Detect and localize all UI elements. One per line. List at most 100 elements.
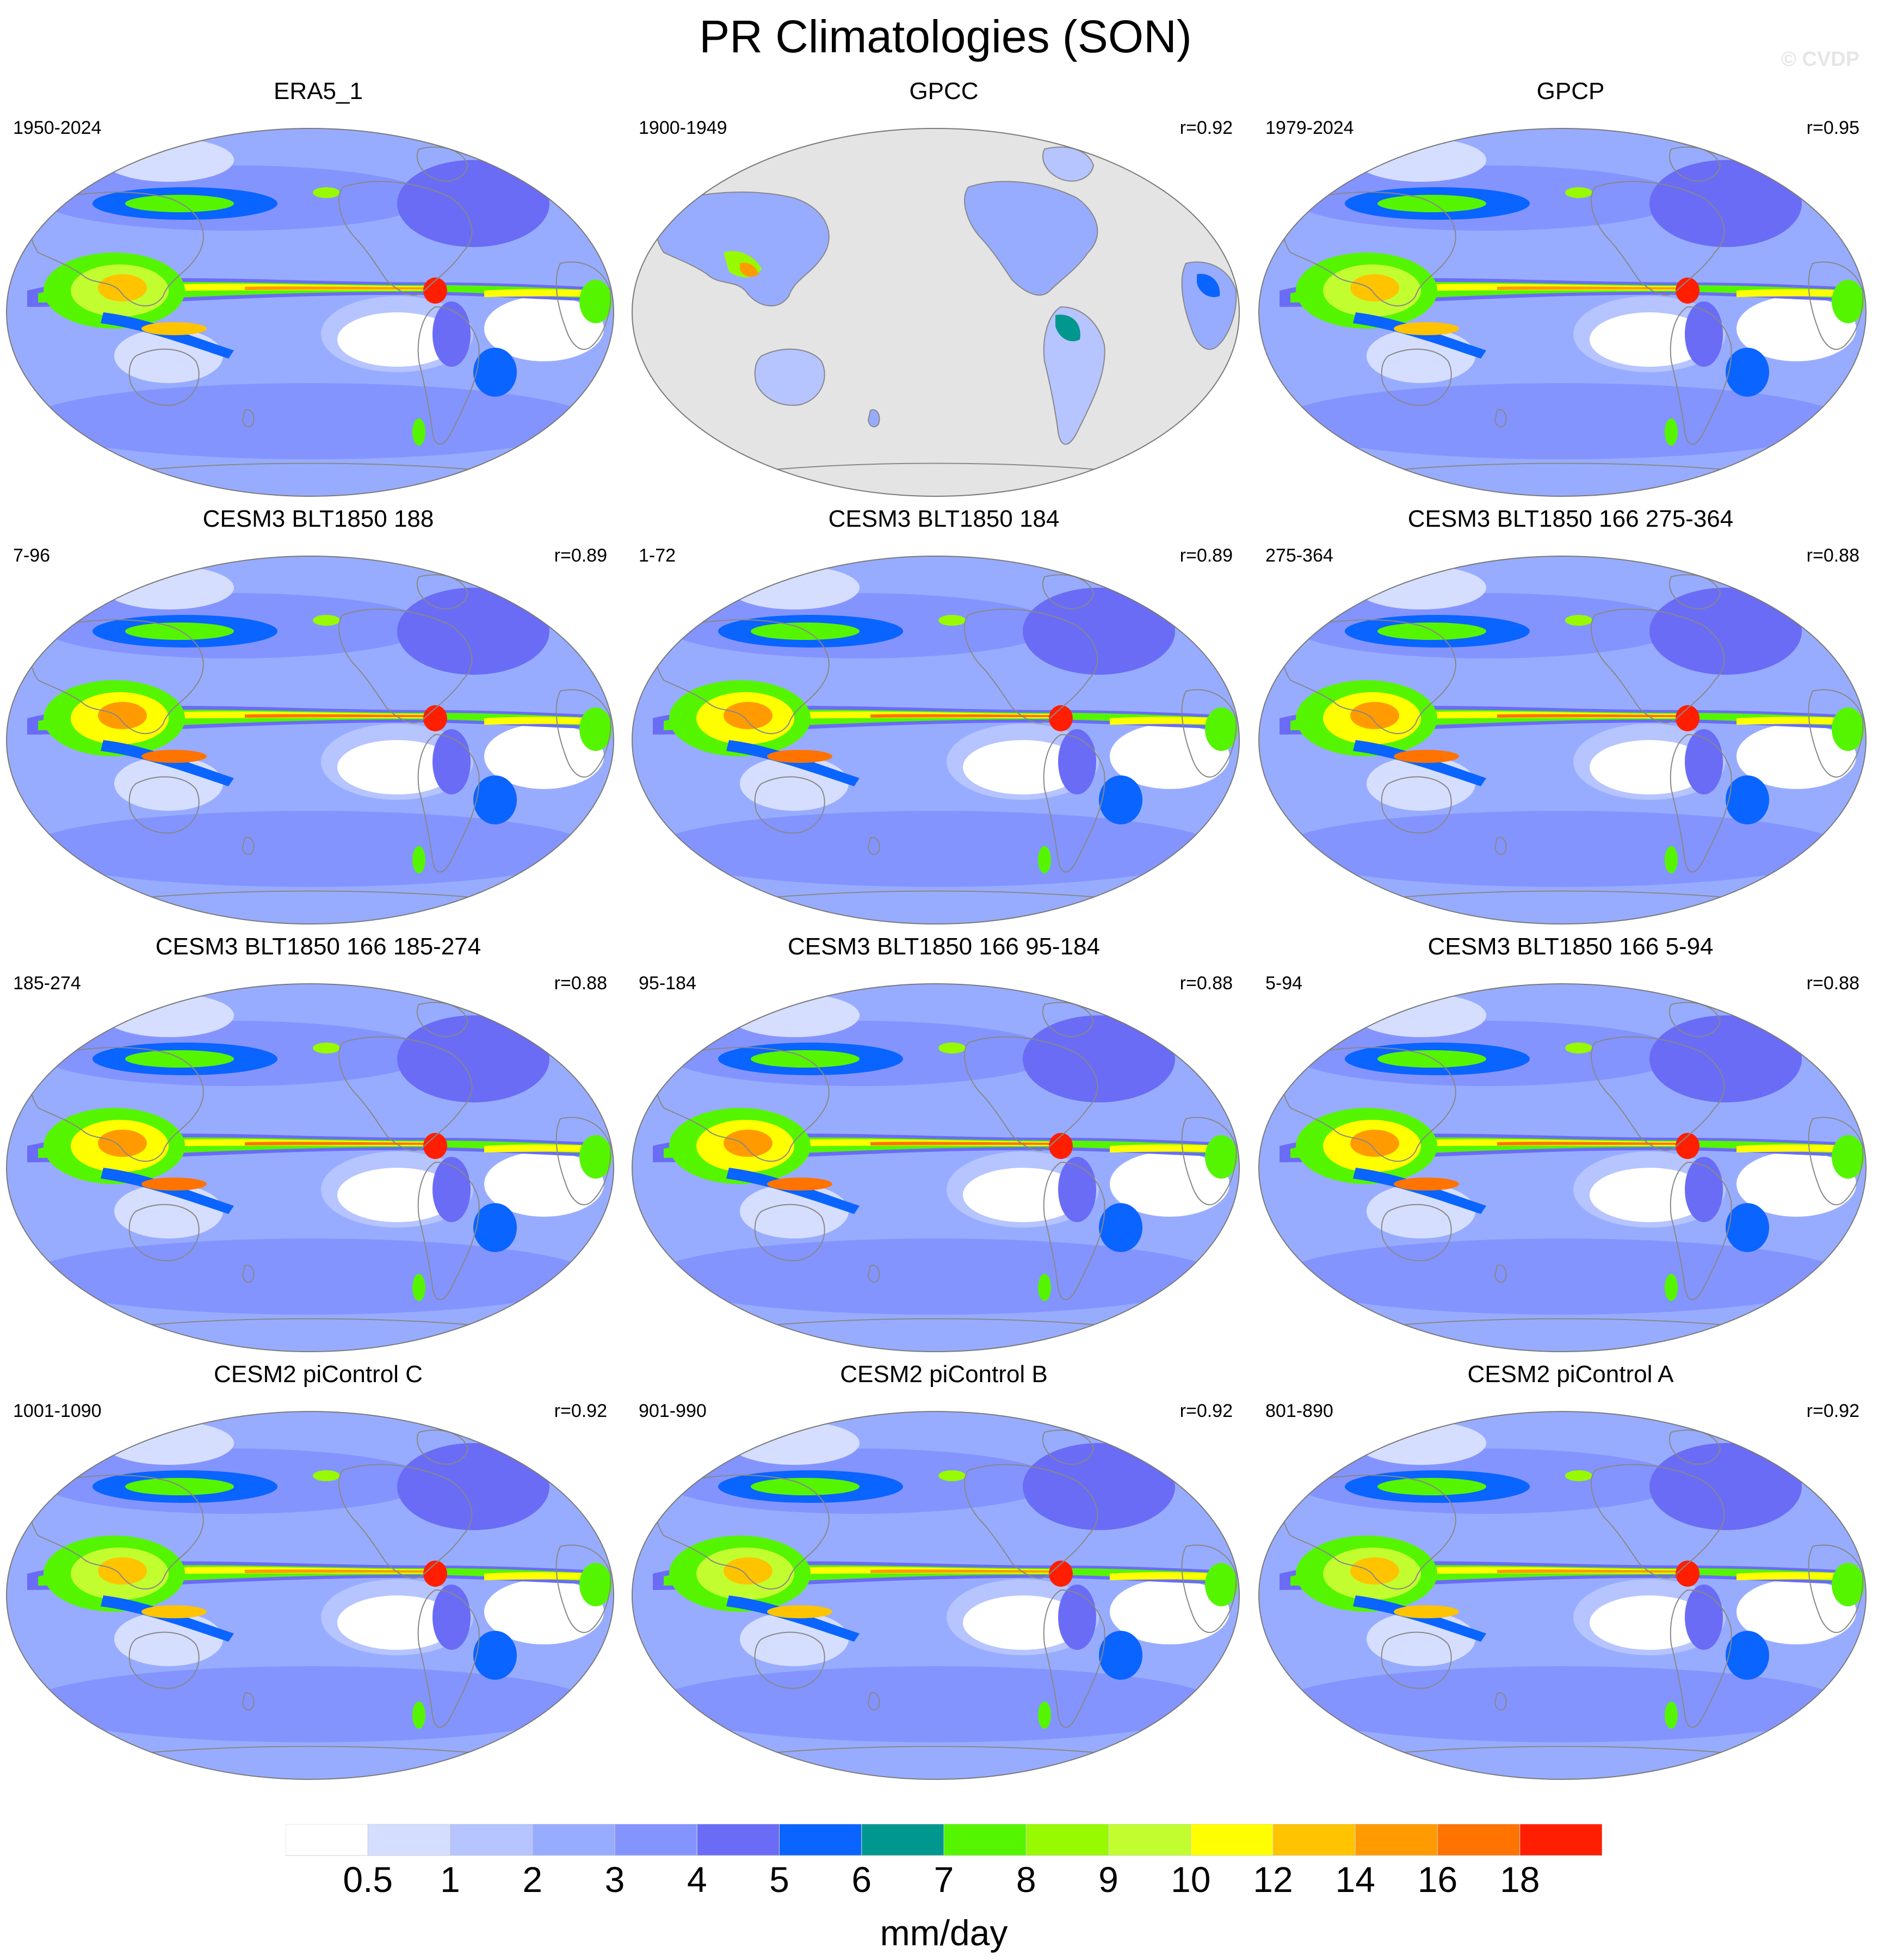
coastline — [1808, 261, 1864, 350]
precip-field — [1394, 1178, 1459, 1191]
precip-field — [397, 160, 549, 247]
precip-field — [313, 1043, 340, 1053]
map-border — [1258, 128, 1867, 497]
precip-field — [1356, 566, 1486, 609]
precip-field — [125, 1478, 234, 1495]
precip-field — [1665, 1702, 1678, 1729]
precip-map — [6, 983, 614, 1352]
precip-field — [1356, 994, 1486, 1037]
precip-field — [579, 1563, 612, 1606]
coastline — [338, 1036, 473, 1151]
land-precip — [964, 181, 1098, 295]
map-panel: ERA5_1 1950-2024 — [5, 76, 631, 506]
precip-field — [724, 1557, 773, 1585]
precip-field — [484, 717, 609, 725]
precip-field — [1377, 1478, 1486, 1495]
precip-field — [1685, 729, 1723, 794]
precip-field — [27, 1666, 593, 1742]
precip-field — [1110, 1572, 1235, 1580]
precip-field — [101, 312, 234, 359]
precip-field — [1099, 1631, 1142, 1680]
precip-map — [1258, 983, 1867, 1352]
precip-field — [729, 566, 860, 609]
colorbar-box — [1272, 1824, 1356, 1856]
precip-field — [653, 1238, 1219, 1315]
map-border — [632, 1411, 1240, 1780]
precip-field — [1497, 286, 1688, 290]
coastline — [1591, 181, 1725, 296]
coastline — [242, 837, 255, 855]
coastline — [128, 776, 200, 834]
coastline — [867, 837, 880, 855]
precip-field — [337, 1595, 457, 1650]
coastline — [128, 348, 200, 406]
precip-field — [1280, 1666, 1845, 1742]
precip-field — [1377, 195, 1486, 212]
land-precip — [755, 349, 825, 405]
precip-field — [1832, 1563, 1864, 1606]
precip-field — [1685, 1157, 1723, 1222]
precip-field — [1110, 1151, 1229, 1217]
coastline — [1808, 1544, 1864, 1634]
precip-field — [1049, 1561, 1073, 1587]
precip-field — [101, 1595, 234, 1642]
precip-field — [1649, 1015, 1802, 1102]
colorbar-box — [1025, 1824, 1109, 1856]
precip-field — [938, 615, 966, 626]
precip-field — [103, 994, 234, 1037]
precip-map — [632, 983, 1240, 1352]
land-precip — [868, 410, 880, 427]
precip-field — [484, 1579, 604, 1644]
precip-field — [1497, 714, 1688, 718]
coastline — [754, 348, 825, 406]
coastline — [555, 1117, 611, 1206]
precip-field — [1377, 1050, 1486, 1068]
panel-years: 1001-1090 — [13, 1401, 102, 1421]
precip-field — [653, 1666, 1219, 1742]
land-precip — [656, 192, 829, 306]
precip-field — [484, 1151, 604, 1217]
precip-field — [432, 729, 471, 794]
precip-field — [484, 289, 609, 297]
precip-field — [1110, 717, 1235, 725]
precip-field — [1350, 1130, 1399, 1157]
coastline — [29, 1475, 204, 1589]
precip-field — [1590, 1168, 1709, 1222]
precip-field — [1565, 615, 1592, 626]
colorbar-box — [1190, 1824, 1274, 1856]
coastline — [1494, 837, 1507, 855]
coastline — [655, 1475, 830, 1589]
precip-field — [432, 1585, 471, 1650]
precip-field — [1565, 187, 1592, 198]
precip-field — [397, 1443, 549, 1530]
panel-correlation: r=0.88 — [554, 973, 607, 994]
precip-field — [98, 1130, 147, 1157]
precip-field — [1280, 1238, 1845, 1315]
precip-field — [1350, 702, 1399, 729]
precip-field — [1205, 1135, 1238, 1179]
panel-years: 1900-1949 — [639, 118, 727, 138]
precip-field — [1736, 724, 1856, 789]
precip-field — [1497, 1569, 1688, 1573]
panel-years: 801-890 — [1265, 1401, 1333, 1421]
coastline — [964, 1464, 1098, 1579]
colorbar-tick-label: 2 — [522, 1859, 543, 1900]
precip-map — [632, 556, 1240, 924]
coastline — [1494, 409, 1507, 428]
colorbar-box — [1108, 1824, 1191, 1856]
panel-years: 275-364 — [1265, 545, 1333, 566]
precip-field — [1038, 1274, 1051, 1301]
precip-field — [27, 811, 593, 887]
colorbar-tick-label: 9 — [1098, 1859, 1118, 1900]
panel-years: 1950-2024 — [13, 118, 102, 138]
precip-field — [1685, 1585, 1723, 1650]
precip-field — [98, 702, 147, 729]
precip-field — [1023, 1443, 1175, 1530]
precip-field — [1649, 160, 1802, 247]
watermark: © CVDP — [1781, 48, 1859, 71]
precip-field — [1832, 1135, 1864, 1179]
colorbar-box — [286, 1824, 368, 1856]
coastline — [1381, 1204, 1452, 1261]
colorbar-tick-label: 7 — [934, 1859, 954, 1900]
precip-field — [1736, 1144, 1862, 1152]
